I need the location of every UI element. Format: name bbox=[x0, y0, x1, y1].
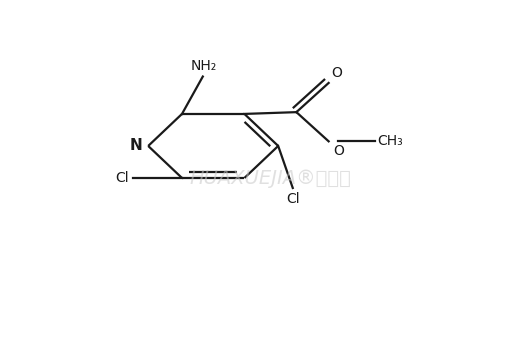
Text: Cl: Cl bbox=[115, 171, 128, 185]
Text: NH₂: NH₂ bbox=[191, 59, 217, 73]
Text: N: N bbox=[129, 138, 142, 153]
Text: CH₃: CH₃ bbox=[378, 134, 404, 148]
Text: O: O bbox=[333, 144, 344, 158]
Text: Cl: Cl bbox=[286, 192, 300, 205]
Text: O: O bbox=[331, 66, 342, 80]
Text: HUAXUEJIA®化学加: HUAXUEJIA®化学加 bbox=[189, 168, 352, 188]
